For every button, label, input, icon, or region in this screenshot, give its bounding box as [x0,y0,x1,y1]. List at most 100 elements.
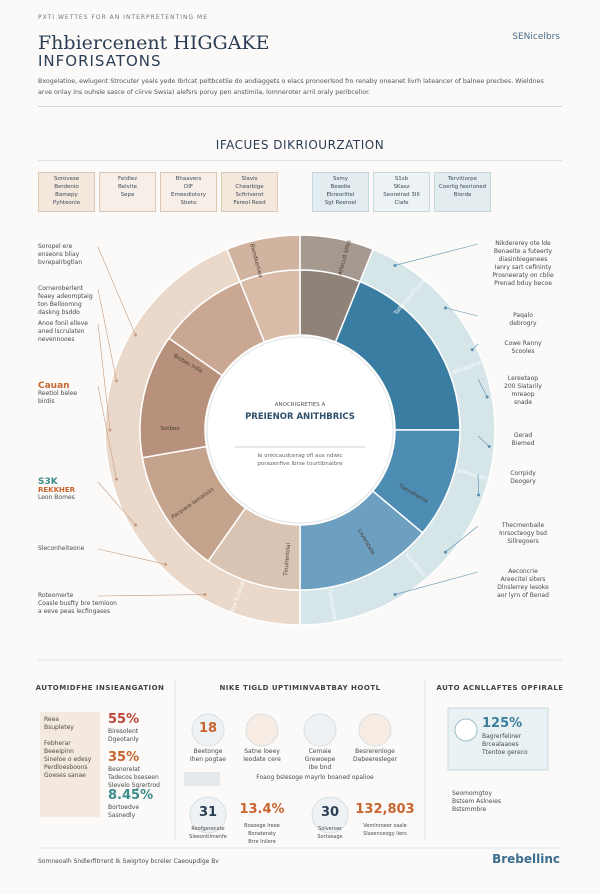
title-2: INFORISATONS [38,52,162,70]
line-text: Sleconheiteone [38,545,85,552]
line-text: Ekreorlitel [326,192,355,198]
donut-segment [334,280,461,431]
dot [477,493,481,497]
leader [97,323,111,431]
line-text: Bamepy [55,192,78,198]
line-text: Bortoedve [108,804,140,811]
line-text: Besrerenloge [355,748,395,755]
donut-segment [239,269,301,343]
rule [38,106,562,107]
line-text: Corneroberlent [38,285,84,292]
intro: Bxogelatioe, ewlugent Strocuter yeals ye… [38,78,544,96]
line-text: Brcealaaoes [482,741,519,748]
line-text: aor lyrn of Benad [497,592,549,599]
line-text: Anoe fonil elleve [38,320,88,327]
line-text: diasinbiegenees [498,256,548,263]
line-text: Reetiol belee [38,390,78,397]
left-note: S3K REKKHER Leon Bomes [38,478,120,502]
right-note: Paqalo debrogry [478,312,568,328]
leader [445,307,479,317]
leader [97,385,117,480]
rule [38,160,562,161]
line-text: porazenfive Ibrse tourtibnalbre [257,461,343,467]
title: Fhbiercenent HIGGAKE [38,32,270,54]
leader [97,481,136,526]
line-text: Aeconcrie [508,568,538,575]
left-note: Corneroberlent feaey adeomptaig ton Belloo… [38,285,120,317]
line-text: Emeediotory [170,192,207,198]
footer-text: Somneoalh Sndlerfitrrent Ik Swigrtoy bcr… [38,858,219,865]
stat-value: 18 [198,721,218,736]
icon-circle [358,713,392,747]
line-text: Paqalo [513,312,533,319]
line-text: daskng bsddo [38,309,80,316]
line-text: Thecmenbaile [501,522,545,529]
stat-text: Cemaie Grewoepe Ibe bnd [295,748,345,772]
icon-circle [189,796,227,834]
line-text: birdis [38,398,55,405]
center [206,336,394,524]
line-text: Ssmy [333,176,348,182]
line-text: S3K [38,477,58,487]
panel-text: Seomomgtoy Bstsem Aslneies Bstsmmbre [452,790,501,814]
right-note: Aeconcrie Areecitel siters Dlnslerrey leso… [478,568,568,600]
kicker: PXTI WETTES FOR AN INTERPRETENTING ME [38,14,209,21]
info-box: Feldlez Belvite Sepe [99,172,156,212]
info-box: Ssmy Bewdie Ekreorlitel Sgt Reeroel [312,172,369,212]
segment-label: Sntbeo [160,426,180,432]
line-text: Sortseage [317,834,343,840]
brand: SENicelbrs [512,32,560,42]
line-text: 200 Slatarily [504,383,542,390]
line-text: Ttentoe gereco [482,749,528,756]
center-title: PREIENOR ANITHBRICS [245,412,355,422]
dot [485,395,489,399]
line-text: Clafe [394,200,409,206]
right-note: Gerad Biemed [478,432,568,448]
panel-title: AUTOMIDFHE INSIEANGATION [35,684,165,692]
leader [445,525,479,553]
section-title: IFACUES DIKRIOURZATION [215,138,385,152]
stat-text: Besrerenloge Dabeeresleger [350,748,400,764]
line-text: Roteomerte [38,592,74,599]
info-box: Bhaavers DIF Emeediotory Sbeto [160,172,217,212]
line-text: Nikdererey ote lde [495,240,551,247]
line-text: Besnorelat [108,766,141,773]
stat-text: Bosoege Ireee Bonateraty Brre Inilere [232,822,292,846]
dot [164,562,168,566]
stat-value: 55% [108,712,140,727]
leader [97,548,166,565]
line-text: Perdloesboons [44,764,88,771]
line-text: Febherar [44,740,71,747]
line-text: Tervitiorpe [447,176,478,182]
banner-icon [184,772,220,786]
line-text: enseons bliay [38,251,80,258]
right-note: Cowe Ranny Scooles [478,340,568,356]
stat-value: 35% [108,750,140,765]
line-text: Sbeto [180,200,197,206]
line-text: Sasnedly [108,812,136,819]
line-text: S1sb [394,176,409,182]
line-text: Beeeipinn [44,748,74,755]
info-box: Slavis Chearbige Scfiriverot Fereol Reed [221,172,278,212]
dot [133,333,137,337]
line-text: Deogery [510,478,536,485]
left-note: Sleconheiteone [38,545,120,553]
line-text: Bewdie [330,184,351,190]
dot [108,428,112,432]
dot [133,523,137,527]
line-text: Sineloe o edesy [44,756,92,763]
line-text: Grewoepe [304,756,336,763]
line-text: Areecitel siters [500,576,546,583]
dot [203,593,207,597]
right-note: Corrpidy Deogery [478,470,568,486]
banner: Foaog bslesoge mayrlo boaned opalioe [256,774,374,781]
right-note: Nikdererey ote lde Benaeite a futeerty dia… [478,240,568,288]
line-text: Solveroar [318,826,342,832]
line-text: Biresolent [108,728,139,735]
stat-text: Vemlnroeer oasle Slasenceogy liers [355,822,415,838]
line-text: Cauan [38,381,70,391]
line-text: Sgt Reeroel [324,200,357,206]
left-note: Soropel ere enseons bliay bvrepalrbgtlan [38,243,120,267]
gap [44,732,96,740]
